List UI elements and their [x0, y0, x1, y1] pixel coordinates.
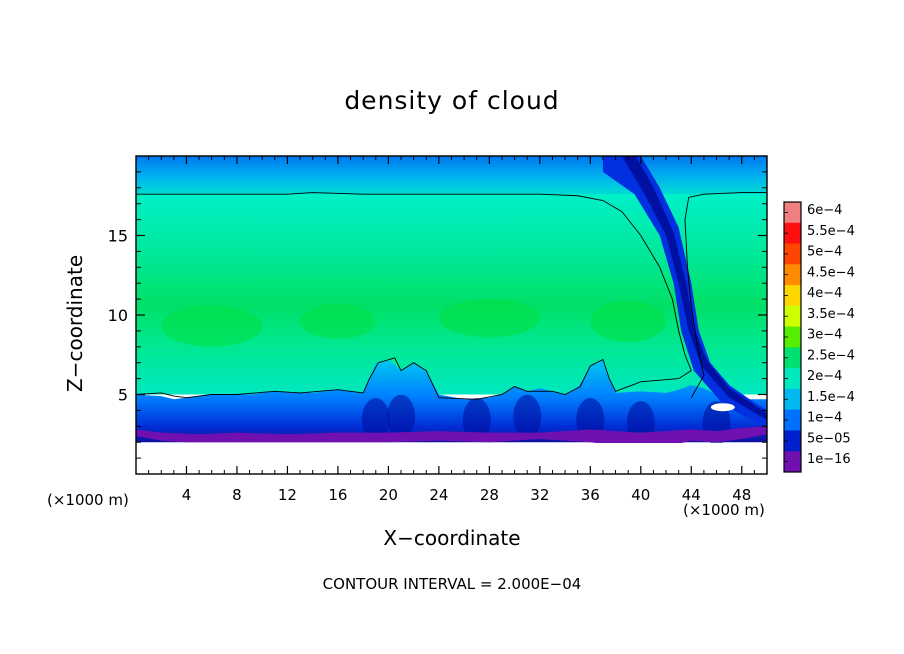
x-tick-label: 8 — [232, 486, 242, 504]
colorbar-label: 1e−16 — [807, 452, 851, 467]
colorbar-swatch — [784, 347, 801, 369]
colorbar-label: 2.5e−4 — [807, 348, 855, 363]
colorbar-swatch — [784, 202, 801, 224]
dense-streak — [361, 397, 390, 442]
y-tick-label: 10 — [108, 306, 128, 325]
dense-streak — [462, 397, 491, 442]
x-tick-label: 32 — [530, 486, 549, 504]
x-tick-label: 16 — [328, 486, 347, 504]
contour-line-2e-4-right — [684, 192, 767, 398]
x-tick-label: 48 — [732, 486, 751, 504]
dense-streak — [513, 394, 542, 439]
lower-cloud-region — [136, 359, 767, 443]
colorbar-swatch — [784, 326, 801, 348]
colorbar-label: 1e−4 — [807, 411, 842, 426]
colorbar-label: 1.5e−4 — [807, 390, 855, 405]
clear-air-region — [136, 442, 767, 474]
colorbar-label: 4.5e−4 — [807, 265, 855, 280]
y-tick-label: 15 — [108, 227, 128, 246]
colorbar-swatch — [784, 243, 801, 265]
dense-streak — [387, 394, 416, 439]
colorbar-label: 6e−4 — [807, 203, 842, 218]
chart-title: density of cloud — [344, 86, 560, 115]
colorbar-label: 3.5e−4 — [807, 307, 855, 322]
x-tick-label: 28 — [480, 486, 499, 504]
x-tick-label: 20 — [379, 486, 398, 504]
colorbar-swatch — [784, 368, 801, 390]
x-axis-unit-label-right: (×1000 m) — [683, 501, 765, 519]
x-tick-label: 40 — [631, 486, 650, 504]
dense-core — [438, 299, 540, 338]
colorbar-swatch — [784, 409, 801, 431]
cloud-top-region — [136, 156, 767, 197]
clear-pocket — [710, 403, 735, 412]
colorbar-swatch — [784, 285, 801, 307]
dense-core — [590, 300, 667, 343]
colorbar-swatch — [784, 264, 801, 286]
contour-line-2e-4 — [136, 192, 692, 400]
colorbar-swatch — [784, 222, 801, 245]
colorbar-label: 3e−4 — [807, 328, 842, 343]
x-tick-label: 24 — [429, 486, 448, 504]
x-tick-label: 4 — [182, 486, 192, 504]
dense-core — [161, 305, 263, 347]
dense-core — [300, 303, 376, 339]
x-axis-label: X−coordinate — [383, 526, 521, 550]
colorbar-label: 5.5e−4 — [807, 224, 855, 239]
colorbar-swatch — [784, 388, 801, 411]
x-axis-unit-label-left: (×1000 m) — [47, 491, 129, 509]
colorbar-swatch — [784, 451, 801, 473]
colorbar-label: 5e−4 — [807, 245, 842, 260]
colorbar-label: 5e−05 — [807, 431, 851, 446]
x-tick-label: 36 — [581, 486, 600, 504]
x-tick-label: 12 — [278, 486, 297, 504]
colorbar: 6e−4 5.5e−4 5e−4 4.5e−4 4e−4 3.5e−4 3e−4 2.5e−4… — [783, 201, 855, 473]
colorbar-label: 4e−4 — [807, 286, 842, 301]
contour-interval-note: CONTOUR INTERVAL = 2.000E−04 — [322, 575, 582, 593]
colorbar-label: 2e−4 — [807, 369, 842, 384]
x-tick-label: 44 — [682, 486, 701, 504]
colorbar-swatch — [784, 305, 801, 328]
colorbar-swatch — [784, 430, 801, 452]
y-tick-label: 5 — [118, 386, 128, 405]
y-axis-label: Z−coordinate — [63, 254, 87, 392]
